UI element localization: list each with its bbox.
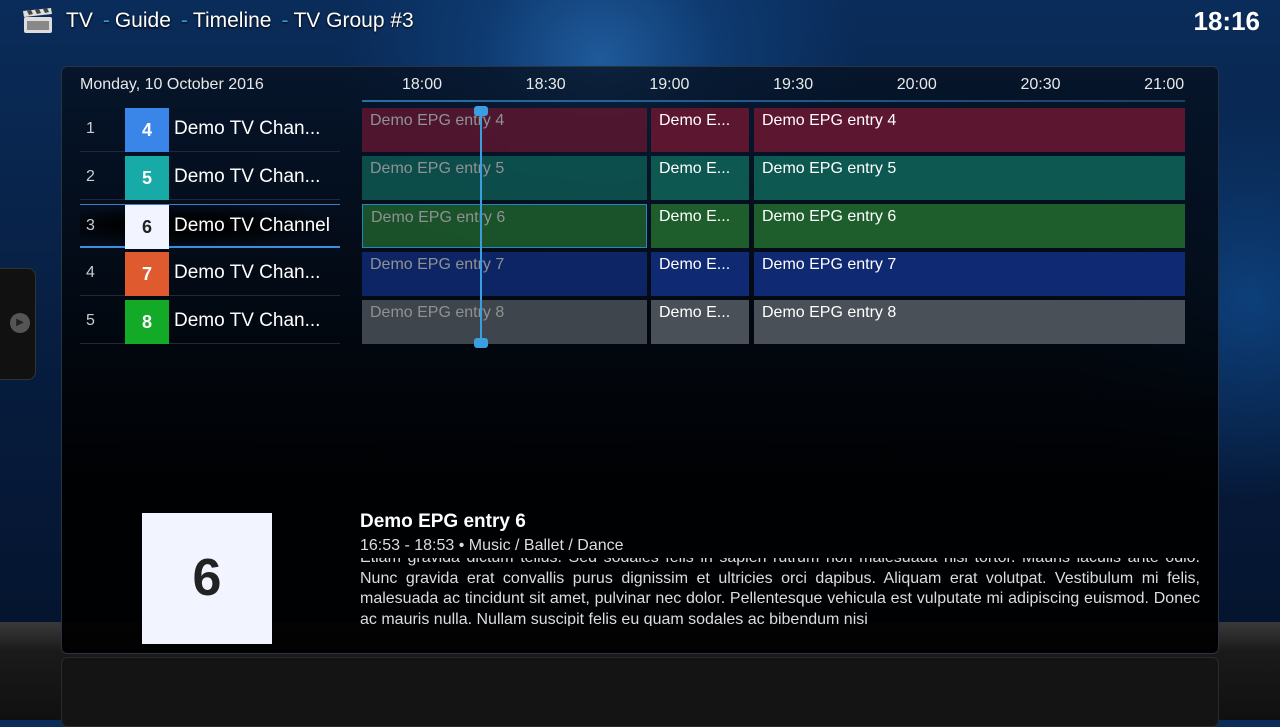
clock: 18:16: [1193, 6, 1261, 36]
channel-logo: 4: [125, 108, 169, 152]
epg-entry[interactable]: Demo E...: [651, 252, 749, 296]
time-label: 20:00: [896, 76, 937, 93]
time-label: 18:00: [401, 76, 443, 93]
time-label: 19:00: [649, 76, 690, 93]
channel-name: Demo TV Channel: [174, 215, 330, 236]
breadcrumb-timeline[interactable]: Timeline: [192, 9, 272, 32]
epg-entry[interactable]: Demo EPG entry 4: [362, 108, 647, 152]
breadcrumb: TV - Guide - Timeline - TV Group #3: [22, 6, 414, 36]
program-plot: Etiam gravida dictum tellus. Sed sodales…: [360, 558, 1200, 626]
side-menu-handle[interactable]: ▶: [0, 268, 36, 380]
channel-name: Demo TV Chan...: [174, 310, 321, 331]
epg-entry[interactable]: Demo E...: [651, 300, 749, 344]
epg-entry[interactable]: Demo EPG entry 8: [754, 300, 1185, 344]
guide-date: Monday, 10 October 2016: [80, 76, 264, 93]
clapperboard-icon: [23, 8, 52, 33]
timeline-rule: [362, 100, 1185, 102]
channel-row[interactable]: 4 7 Demo TV Chan...: [80, 252, 340, 296]
lower-panel: [61, 657, 1219, 727]
play-icon[interactable]: ▶: [10, 313, 30, 333]
channel-row[interactable]: 5 8 Demo TV Chan...: [80, 300, 340, 344]
epg-entry[interactable]: Demo EPG entry 5: [754, 156, 1185, 200]
current-time-marker: [474, 106, 488, 348]
channel-logo: 7: [125, 252, 169, 296]
program-title: Demo EPG entry 6: [360, 511, 526, 532]
channel-logo: 5: [125, 156, 169, 200]
epg-entry[interactable]: Demo EPG entry 4: [754, 108, 1185, 152]
channel-name: Demo TV Chan...: [174, 262, 321, 283]
epg-entry[interactable]: Demo EPG entry 6: [362, 204, 647, 248]
channel-index: 4: [86, 264, 95, 281]
channel-logo: 8: [125, 300, 169, 344]
time-label: 20:30: [1020, 76, 1061, 93]
epg-entry[interactable]: Demo EPG entry 7: [754, 252, 1185, 296]
epg-entry[interactable]: Demo E...: [651, 108, 749, 152]
epg-entry[interactable]: Demo EPG entry 7: [362, 252, 647, 296]
program-meta: 16:53 - 18:53 • Music / Ballet / Dance: [360, 537, 624, 554]
channel-name: Demo TV Chan...: [174, 166, 321, 187]
channel-row[interactable]: 1 4 Demo TV Chan...: [80, 108, 340, 152]
channel-logo: 6: [125, 205, 169, 249]
epg-entry[interactable]: Demo EPG entry 5: [362, 156, 647, 200]
channel-row[interactable]: 3 6 Demo TV Channel: [80, 204, 340, 249]
channel-index: 3: [86, 217, 95, 234]
channel-index: 1: [86, 120, 95, 137]
time-label: 21:00: [1144, 76, 1185, 93]
time-label: 18:30: [525, 76, 566, 93]
channel-index: 2: [86, 168, 95, 185]
epg-entry[interactable]: Demo E...: [651, 204, 749, 248]
channel-thumbnail: 6: [142, 513, 272, 644]
epg-entry[interactable]: Demo EPG entry 6: [754, 204, 1185, 248]
breadcrumb-group[interactable]: TV Group #3: [293, 9, 414, 32]
time-label: 19:30: [773, 76, 814, 93]
breadcrumb-tv[interactable]: TV: [66, 9, 93, 32]
channel-row[interactable]: 2 5 Demo TV Chan...: [80, 156, 340, 200]
epg-entry[interactable]: Demo E...: [651, 156, 749, 200]
channel-index: 5: [86, 312, 95, 329]
breadcrumb-guide[interactable]: Guide: [114, 9, 171, 32]
channel-name: Demo TV Chan...: [174, 118, 321, 139]
epg-entry[interactable]: Demo EPG entry 8: [362, 300, 647, 344]
